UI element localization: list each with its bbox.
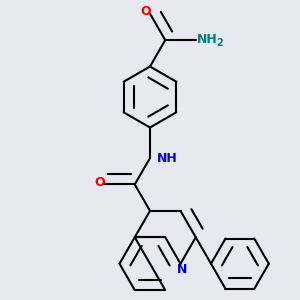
Text: 2: 2 — [216, 38, 223, 48]
Text: N: N — [177, 263, 187, 276]
Text: NH: NH — [157, 152, 178, 166]
Text: O: O — [94, 176, 105, 189]
Text: O: O — [140, 4, 151, 18]
Text: NH: NH — [197, 33, 218, 46]
